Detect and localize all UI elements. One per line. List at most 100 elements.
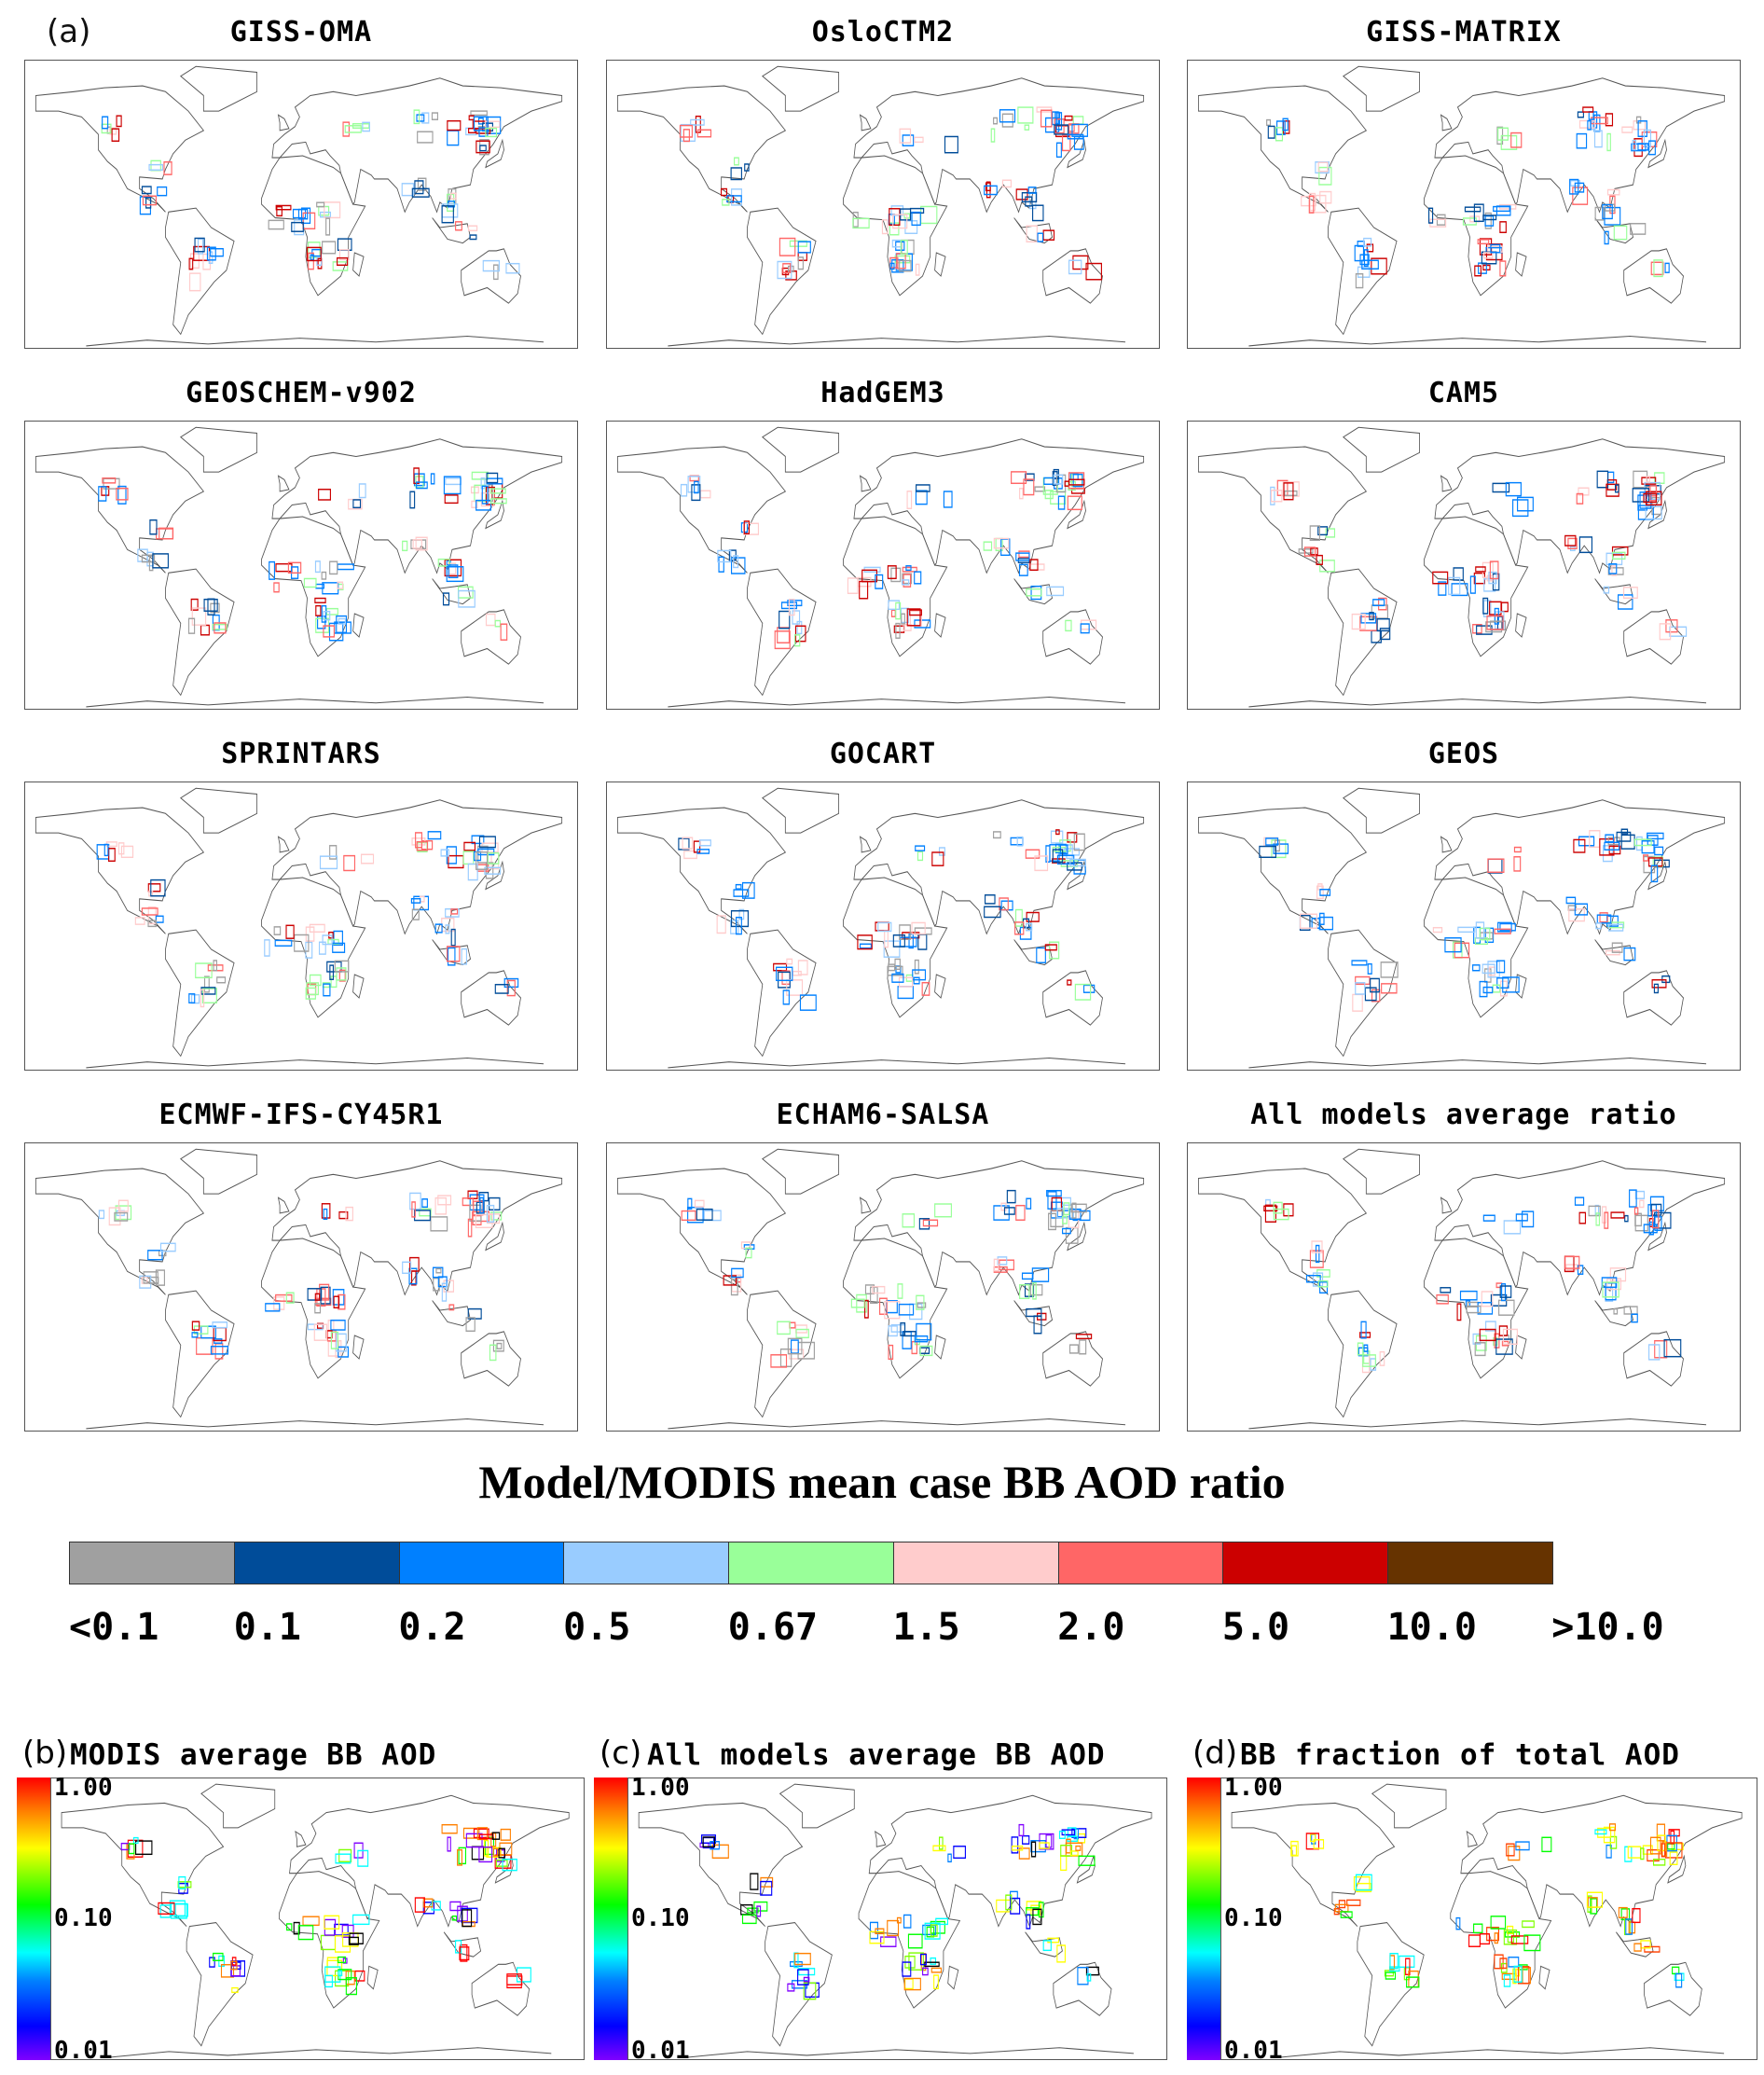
coastline-jp (485, 860, 504, 891)
ratio-map-panel (24, 421, 578, 710)
region-box (777, 260, 792, 280)
region-box (741, 1914, 757, 1925)
region-box (1351, 960, 1368, 966)
region-box (1309, 1250, 1324, 1268)
ratio-colorbar-title: Model/MODIS mean case BB AOD ratio (478, 1456, 1286, 1508)
region-box (506, 1975, 523, 1985)
colorbar-swatch (729, 1542, 894, 1584)
region-box (1263, 1205, 1278, 1212)
region-box (902, 579, 910, 586)
region-box (1599, 837, 1615, 856)
region-box (410, 897, 421, 904)
region-box (1026, 225, 1038, 242)
region-box (352, 1914, 370, 1926)
region-box (1667, 1843, 1675, 1850)
region-box (888, 1344, 894, 1361)
region-box (750, 1873, 759, 1890)
colorbar-swatch (1058, 1542, 1224, 1584)
region-box (158, 1902, 175, 1916)
colorbar-swatch (70, 1542, 235, 1584)
region-box (333, 1295, 340, 1309)
region-box (1669, 1851, 1678, 1865)
region-box (1567, 537, 1578, 549)
coastline-af (261, 1238, 366, 1379)
region-box (905, 565, 912, 572)
region-box (479, 1197, 484, 1214)
coastline-antarctica (668, 696, 1126, 708)
region-box (1631, 1313, 1638, 1323)
region-box (1010, 837, 1024, 846)
region-box (779, 237, 796, 256)
region-box (323, 610, 331, 621)
region-box (1305, 1833, 1319, 1850)
coastline-sa (765, 1922, 833, 2047)
region-box (696, 129, 712, 138)
coastline-uk (1440, 475, 1453, 492)
region-box (888, 1325, 898, 1337)
region-box (918, 1218, 930, 1230)
region-box (287, 561, 302, 574)
region-box (1606, 915, 1619, 927)
ratio-map-panel (24, 60, 578, 349)
region-box (1637, 120, 1647, 138)
coastline-na (617, 807, 787, 934)
region-box (1482, 986, 1494, 994)
region-box (147, 1250, 163, 1261)
region-box (1611, 546, 1629, 556)
coastline-sa (1328, 929, 1398, 1058)
coastline-au (1623, 1331, 1684, 1387)
coastline-af (261, 155, 366, 297)
region-box (468, 115, 475, 121)
region-box (1001, 179, 1013, 188)
panel-title: HadGEM3 (820, 377, 945, 409)
region-box (409, 491, 416, 509)
region-box (680, 123, 696, 143)
region-box (1310, 547, 1318, 556)
region-box (212, 1321, 228, 1329)
region-box (1487, 858, 1505, 874)
region-box (859, 943, 872, 949)
coastline-eu (271, 1160, 563, 1296)
coastline-au (461, 970, 521, 1026)
region-box (309, 923, 325, 934)
region-box (230, 1965, 241, 1977)
region-box (1633, 138, 1643, 158)
region-box (1019, 488, 1024, 500)
region-box (1298, 548, 1314, 554)
region-box (1313, 1839, 1325, 1849)
colorbar-label: 0.5 (563, 1606, 631, 1649)
coastline-eu (868, 1794, 1152, 1928)
region-box (930, 1957, 937, 1965)
region-box (478, 127, 489, 137)
region-box (1030, 1840, 1046, 1853)
colorbar-label: 5.0 (1221, 1606, 1290, 1649)
region-box (1311, 1240, 1323, 1253)
world-map (1198, 426, 1726, 708)
region-box (1508, 1957, 1520, 1968)
coastline-au (461, 609, 521, 665)
region-box (1265, 837, 1279, 846)
colorbar-tick-label: 1.00 (54, 1774, 113, 1802)
region-box (343, 854, 356, 872)
region-box (1366, 243, 1374, 253)
region-box (1474, 1342, 1486, 1357)
region-box (1621, 126, 1633, 133)
region-box (731, 1267, 744, 1279)
region-box (1069, 858, 1086, 867)
region-box (1018, 550, 1030, 559)
region-box (465, 1317, 475, 1333)
region-box (904, 1978, 914, 1990)
region-box (1346, 1899, 1361, 1906)
region-box (302, 1916, 320, 1927)
colorbar-label: 2.0 (1057, 1606, 1125, 1649)
region-box (231, 1986, 239, 1994)
colorbar-swatch (1223, 1542, 1389, 1584)
region-box (108, 1207, 121, 1226)
region-box (1623, 947, 1636, 961)
colorbar-tick-label: 1.00 (1224, 1774, 1283, 1802)
region-box (321, 1203, 331, 1219)
panel-title: GEOSCHEM-v902 (186, 377, 417, 409)
region-box (275, 204, 292, 211)
region-box (856, 1293, 867, 1313)
region-box (1632, 1907, 1641, 1924)
